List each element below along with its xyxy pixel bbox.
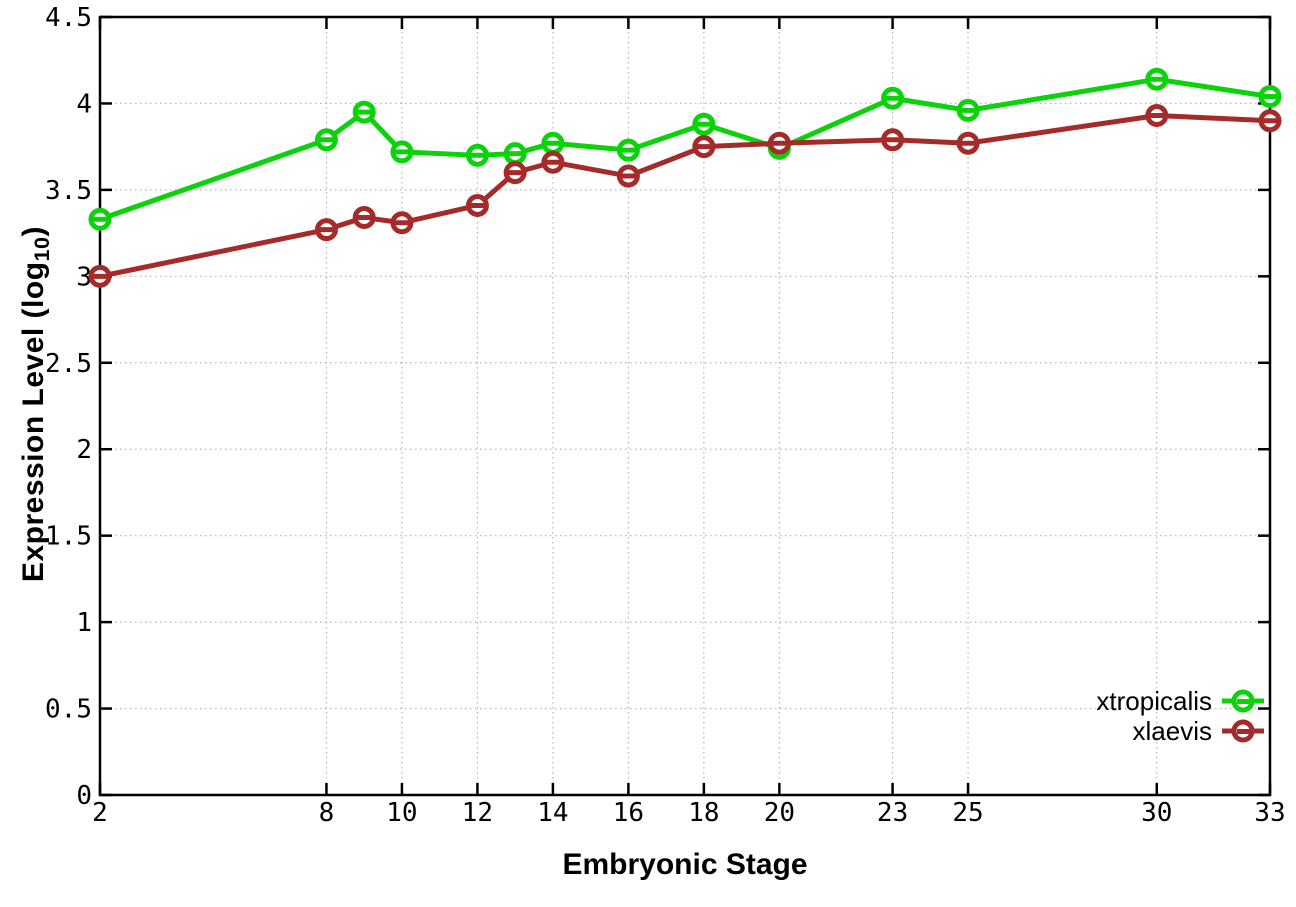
y-tick-label: 2.5: [45, 349, 92, 379]
data-point-dash: [508, 151, 523, 157]
y-axis-title-close: ): [16, 225, 50, 237]
y-tick-label: 0: [76, 781, 92, 811]
x-tick-label: 23: [877, 798, 908, 828]
x-tick-label: 8: [319, 798, 335, 828]
x-tick-label: 12: [462, 798, 493, 828]
x-tick-label: 33: [1254, 798, 1285, 828]
y-tick-label: 3: [76, 262, 92, 292]
data-point-dash: [772, 140, 787, 146]
y-tick-label: 4: [76, 89, 92, 119]
data-point-dash: [545, 159, 560, 165]
y-axis-title-main: Expression Level (log: [16, 261, 50, 583]
data-point-dash: [394, 220, 409, 226]
legend-marker-dash-icon: [1236, 728, 1250, 734]
y-tick-labels: 0 0.5 1 1.5 2 2.5 3 3.5 4 4.5: [45, 3, 92, 811]
data-point-dash: [319, 227, 334, 233]
legend-item-xtropicalis: xtropicalis: [1096, 686, 1264, 716]
series-points-xtropicalis: [88, 67, 1282, 231]
series-line-xtropicalis: [97, 76, 1273, 222]
data-point-dash: [621, 147, 636, 153]
x-tick-label: 25: [952, 798, 983, 828]
data-point-dash: [696, 121, 711, 127]
series-line-xlaevis: [97, 113, 1273, 279]
data-point-dash: [545, 140, 560, 146]
y-axis-title: Expression Level (log10): [17, 226, 55, 582]
x-tick-label: 2: [92, 798, 108, 828]
y-tick-label: 3.5: [45, 176, 92, 206]
x-axis-title: Embryonic Stage: [562, 848, 808, 881]
y-tick-label: 4.5: [45, 3, 92, 33]
legend: xtropicalis xlaevis: [1096, 686, 1264, 746]
x-tick-label: 18: [688, 798, 719, 828]
x-tick-label: 14: [537, 798, 568, 828]
legend-marker-xlaevis: [1222, 717, 1264, 745]
series-points-xlaevis: [88, 104, 1282, 288]
data-point-dash: [394, 149, 409, 155]
y-axis-title-subscript: 10: [29, 236, 55, 262]
data-point-dash: [621, 173, 636, 179]
x-tick-label: 16: [613, 798, 644, 828]
y-tick-label: 1: [76, 608, 92, 638]
data-point-dash: [93, 273, 107, 279]
gridlines: [99, 16, 1271, 796]
data-point-dash: [470, 152, 485, 158]
data-point-dash: [961, 107, 976, 113]
legend-label-xtropicalis: xtropicalis: [1096, 685, 1212, 716]
x-tick-label: 30: [1141, 798, 1172, 828]
data-point-dash: [696, 144, 711, 150]
data-point-dash: [319, 137, 334, 143]
data-point-dash: [961, 140, 976, 146]
y-tick-label: 0.5: [45, 695, 92, 725]
data-point-dash: [1263, 94, 1277, 100]
x-tick-label: 10: [386, 798, 417, 828]
y-tick-label: 1.5: [45, 522, 92, 552]
data-point-dash: [508, 170, 523, 176]
y-tick-label: 2: [76, 435, 92, 465]
x-tick-labels: 2 8 10 12 14 16 18 20 23 25 30 33: [92, 798, 1285, 828]
legend-label-xlaevis: xlaevis: [1132, 715, 1212, 746]
plot-border: [98, 15, 1272, 797]
data-point-dash: [885, 137, 900, 143]
data-point-dash: [1149, 113, 1164, 119]
legend-marker-dash-icon: [1236, 698, 1250, 704]
legend-circle-marker-icon: [1231, 719, 1255, 743]
x-tick-label: 20: [764, 798, 795, 828]
data-point-dash: [357, 215, 372, 221]
data-point-dash: [470, 202, 485, 208]
data-point-dash: [1263, 118, 1277, 124]
data-point-dash: [357, 109, 372, 115]
data-point-dash: [885, 95, 900, 101]
tick-marks: [98, 15, 1272, 797]
legend-marker-xtropicalis: [1222, 687, 1264, 715]
data-point-dash: [93, 216, 107, 222]
data-point-dash: [1149, 76, 1164, 82]
legend-circle-marker-icon: [1231, 689, 1255, 713]
legend-item-xlaevis: xlaevis: [1096, 716, 1264, 746]
